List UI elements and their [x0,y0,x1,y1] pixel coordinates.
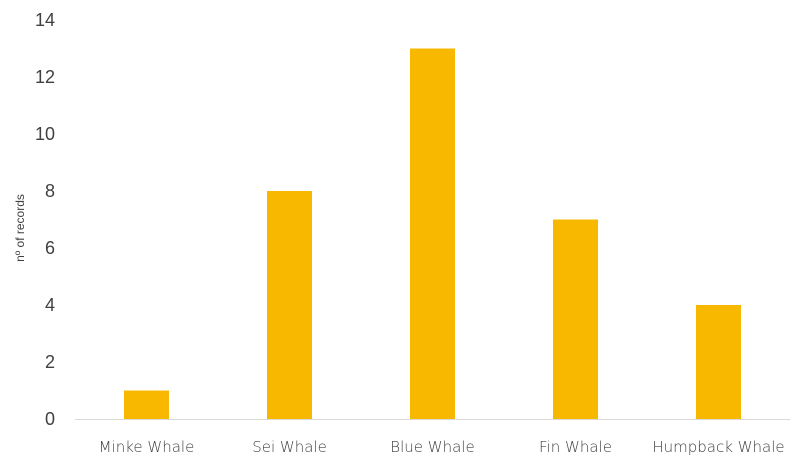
y-tick-label: 14 [35,10,55,30]
bar [410,48,455,419]
bar [696,305,741,419]
x-tick-label: Sei Whale [252,438,327,456]
y-tick-labels: 0 2 4 6 8 10 12 14 [35,10,55,429]
x-tick-label: Blue Whale [390,438,474,456]
x-tick-label: Humpback Whale [652,438,784,456]
y-axis-title: nº of records [13,194,27,262]
x-tick-label: Minke Whale [99,438,195,456]
y-tick-label: 10 [35,124,55,144]
y-tick-label: 6 [45,238,55,258]
bar [267,191,312,419]
x-tick-labels: Minke Whale Sei Whale Blue Whale Fin Whale H… [99,438,785,456]
bars [124,48,741,419]
y-tick-label: 4 [45,295,55,315]
y-tick-label: 2 [45,352,55,372]
y-axis-title-group: nº of records [13,194,27,262]
y-tick-label: 8 [45,181,55,201]
bar [124,390,169,419]
bar [553,219,598,419]
x-tick-label: Fin Whale [539,438,612,456]
y-tick-label: 12 [35,67,55,87]
y-tick-label: 0 [45,409,55,429]
